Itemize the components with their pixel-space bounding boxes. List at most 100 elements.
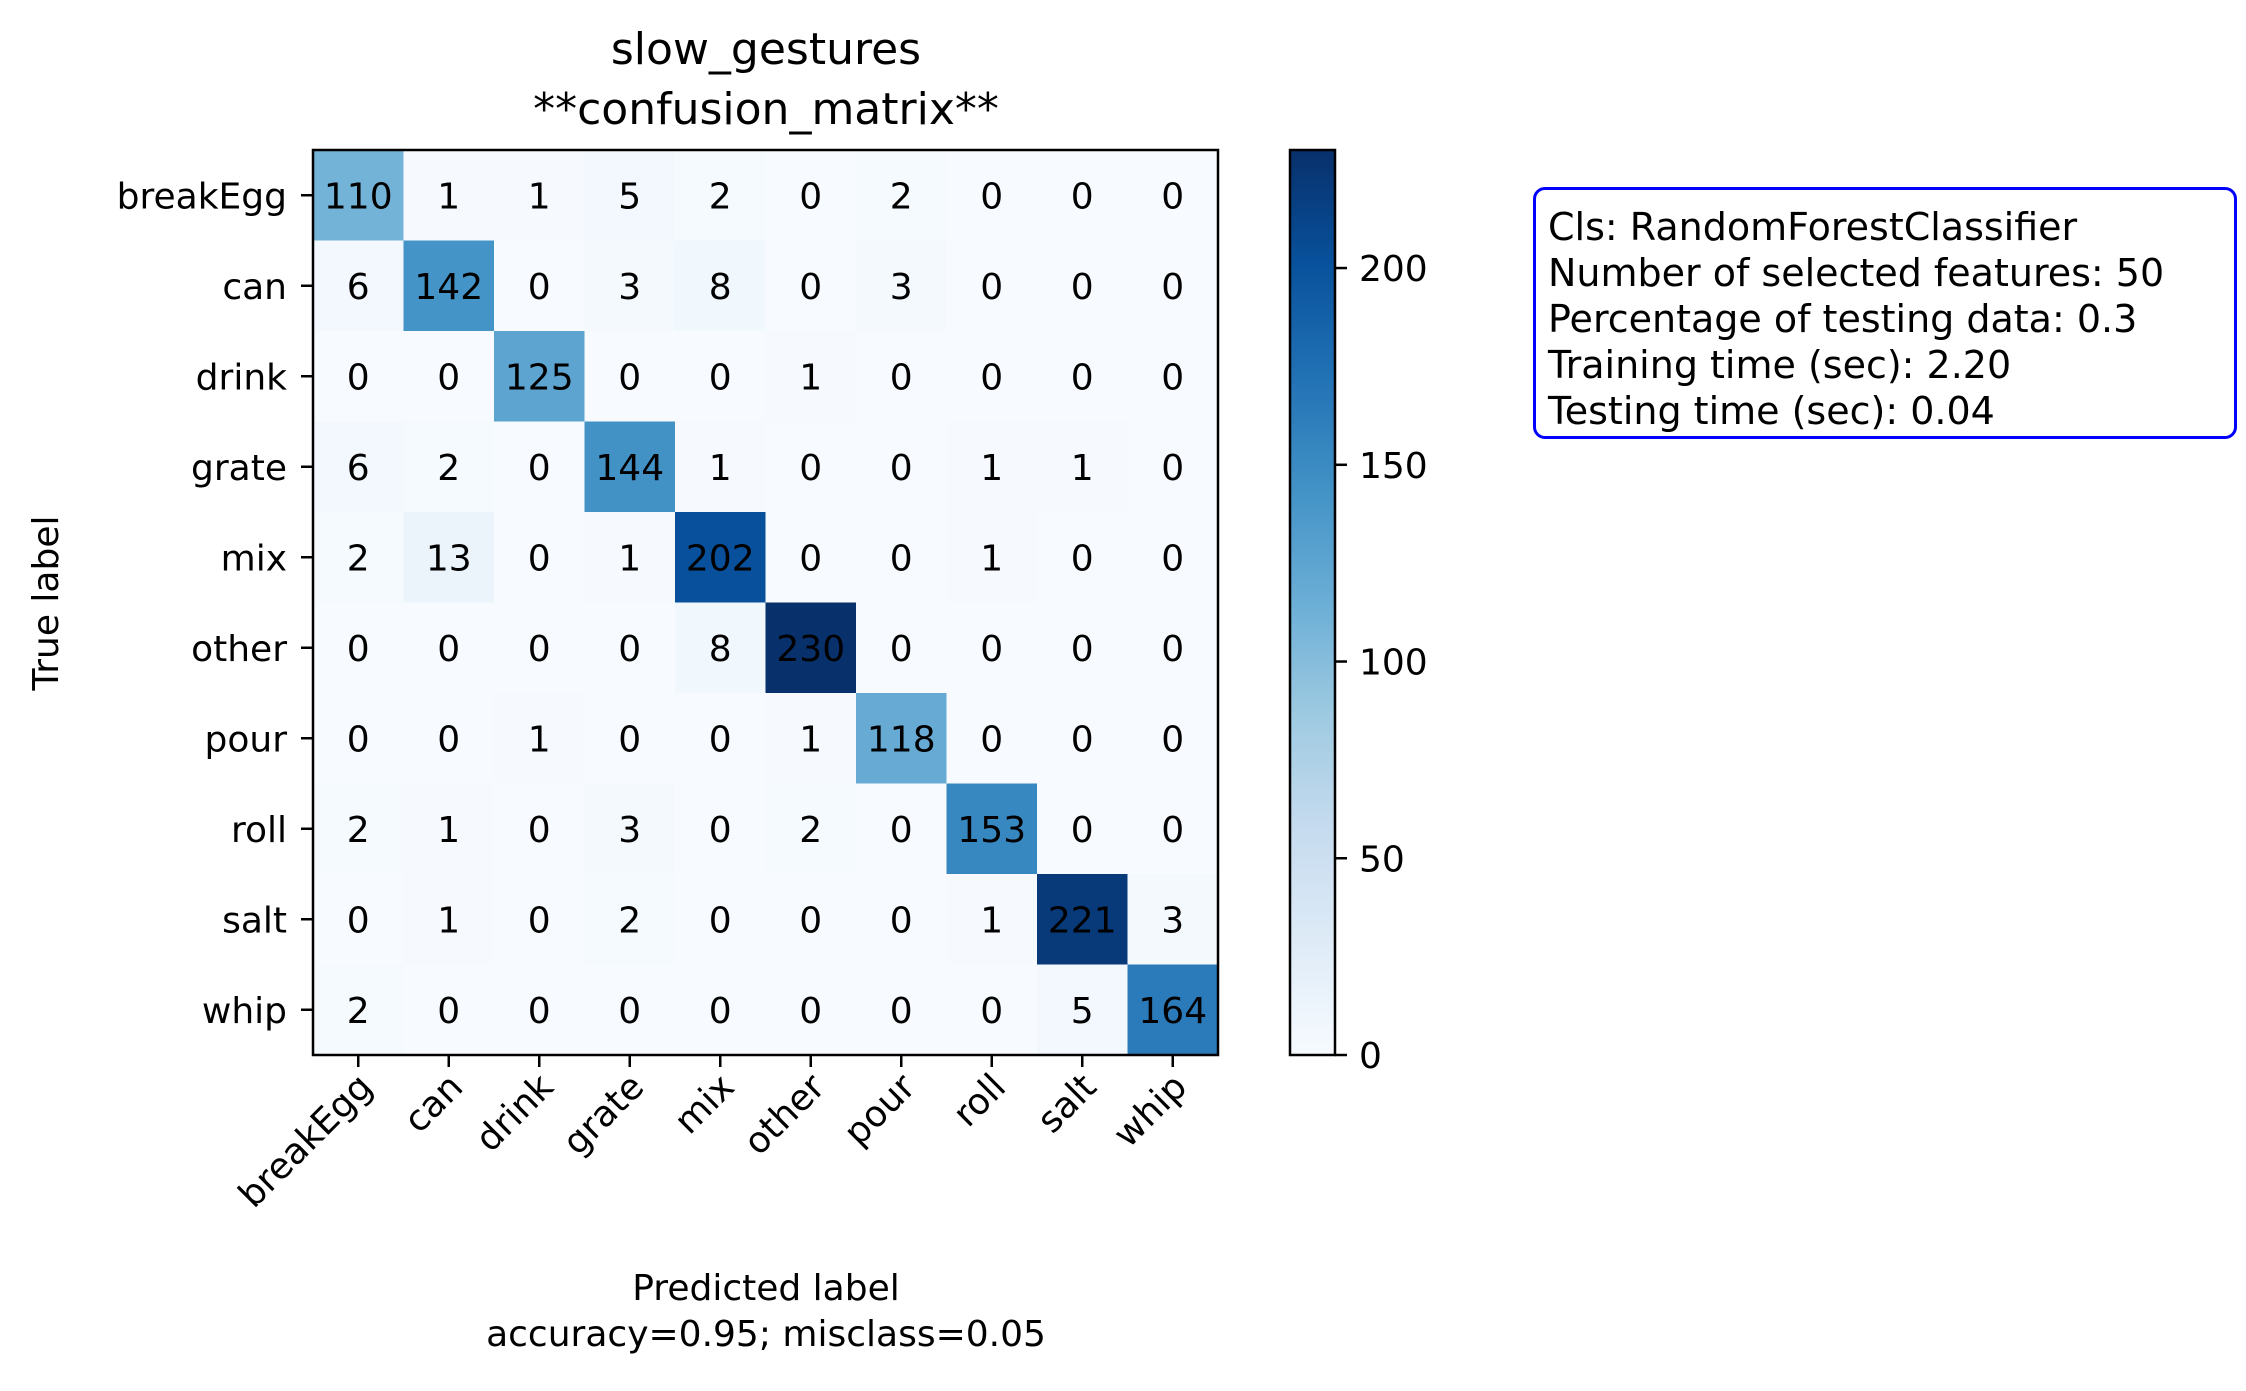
matrix-cell: [1037, 874, 1128, 965]
cell-value-label: 0: [528, 267, 551, 308]
cell-value-label: 1: [709, 448, 732, 489]
matrix-cell: [313, 331, 404, 422]
matrix-cell: [946, 783, 1038, 875]
cell-value-label: 0: [1161, 176, 1184, 217]
cell-value-label: 0: [437, 629, 460, 670]
cell-value-label: 0: [980, 267, 1003, 308]
y-tick-label: pour: [205, 719, 288, 760]
cell-value-label: 1: [980, 538, 1003, 579]
matrix-cell: [494, 602, 585, 694]
matrix-cell: [1037, 512, 1128, 603]
matrix-cell: [403, 964, 495, 1056]
cell-value-label: 0: [890, 810, 913, 851]
cell-value-label: 0: [980, 629, 1003, 670]
matrix-cell: [675, 693, 766, 784]
matrix-cell: [1127, 783, 1219, 875]
y-tick-label: grate: [191, 448, 287, 489]
matrix-cell: [856, 874, 947, 965]
cell-value-label: 125: [505, 357, 574, 398]
info-line-classifier: Cls: RandomForestClassifier: [1548, 205, 2078, 249]
cell-value-label: 1: [437, 176, 460, 217]
cell-value-label: 0: [1161, 267, 1184, 308]
matrix-cell: [946, 964, 1038, 1056]
cell-value-label: 0: [437, 357, 460, 398]
cell-value-label: 142: [414, 267, 483, 308]
cell-value-label: 0: [980, 176, 1003, 217]
cell-value-label: 0: [347, 629, 370, 670]
matrix-cell: [675, 150, 766, 241]
cell-value-label: 0: [799, 176, 822, 217]
matrix-cell: [494, 331, 585, 422]
matrix-cell: [584, 693, 676, 784]
matrix-cell: [1127, 150, 1219, 241]
cell-value-label: 0: [890, 357, 913, 398]
matrix-cell: [313, 964, 404, 1056]
x-axis-label: Predicted label: [632, 1268, 900, 1309]
matrix-cell: [584, 240, 676, 332]
cell-value-label: 2: [890, 176, 913, 217]
cell-value-label: 2: [618, 900, 641, 941]
matrix-cell: [584, 512, 676, 603]
matrix-cell: [1037, 421, 1128, 513]
matrix-cell: [946, 150, 1038, 241]
cell-value-label: 230: [776, 629, 845, 670]
matrix-cell: [675, 331, 766, 422]
matrix-cell: [1037, 964, 1128, 1056]
matrix-cell: [675, 783, 766, 875]
cell-value-label: 0: [890, 991, 913, 1032]
colorbar: [1288, 148, 1337, 1057]
cell-value-label: 164: [1138, 991, 1207, 1032]
cell-value-label: 5: [618, 176, 641, 217]
cell-value-label: 0: [1071, 538, 1094, 579]
cell-value-label: 1: [528, 176, 551, 217]
x-tick-label: drink: [468, 1066, 562, 1160]
cell-value-label: 0: [799, 448, 822, 489]
x-tick-label: mix: [667, 1066, 743, 1142]
matrix-cell: [1037, 693, 1128, 784]
matrix-cell: [584, 150, 676, 241]
cell-value-label: 0: [980, 719, 1003, 760]
colorbar-tick-label: 150: [1359, 446, 1428, 487]
cell-value-label: 0: [528, 538, 551, 579]
matrix-cell: [403, 512, 495, 603]
cell-value-label: 1: [618, 538, 641, 579]
cell-value-label: 0: [528, 900, 551, 941]
matrix-cell: [946, 693, 1038, 784]
matrix-cell: [403, 783, 495, 875]
matrix-cell: [856, 240, 947, 332]
cell-value-label: 0: [709, 900, 732, 941]
matrix-cell: [1037, 602, 1128, 694]
matrix-cell: [584, 783, 676, 875]
matrix-cell: [1127, 693, 1219, 784]
x-tick-label: whip: [1106, 1066, 1195, 1155]
cell-value-label: 1: [437, 900, 460, 941]
info-line-training-time: Training time (sec): 2.20: [1548, 343, 2012, 387]
x-axis-sublabel: accuracy=0.95; misclass=0.05: [486, 1314, 1046, 1355]
cell-value-label: 0: [799, 991, 822, 1032]
cell-value-label: 0: [347, 719, 370, 760]
x-tick-label: salt: [1030, 1066, 1105, 1141]
cell-value-label: 0: [890, 448, 913, 489]
matrix-cell: [494, 964, 585, 1056]
matrix-cell: [675, 964, 766, 1056]
cell-value-label: 221: [1048, 900, 1117, 941]
y-tick-label: whip: [202, 991, 287, 1032]
matrix-cell: [856, 421, 947, 513]
cell-value-label: 0: [528, 629, 551, 670]
cell-value-label: 3: [890, 267, 913, 308]
cell-value-label: 0: [618, 719, 641, 760]
cell-value-label: 0: [1161, 538, 1184, 579]
cell-value-label: 0: [528, 991, 551, 1032]
matrix-cell: [856, 512, 947, 603]
matrix-cell: [1127, 421, 1219, 513]
cell-value-label: 2: [347, 538, 370, 579]
cell-value-label: 1: [799, 719, 822, 760]
matrix-cell: [494, 421, 585, 513]
y-tick-label: mix: [221, 538, 287, 579]
cell-value-label: 0: [799, 267, 822, 308]
matrix-cell: [1127, 874, 1219, 965]
matrix-cell: [1127, 964, 1219, 1056]
colorbar-tick-label: 100: [1359, 643, 1428, 684]
cell-value-label: 0: [618, 629, 641, 670]
